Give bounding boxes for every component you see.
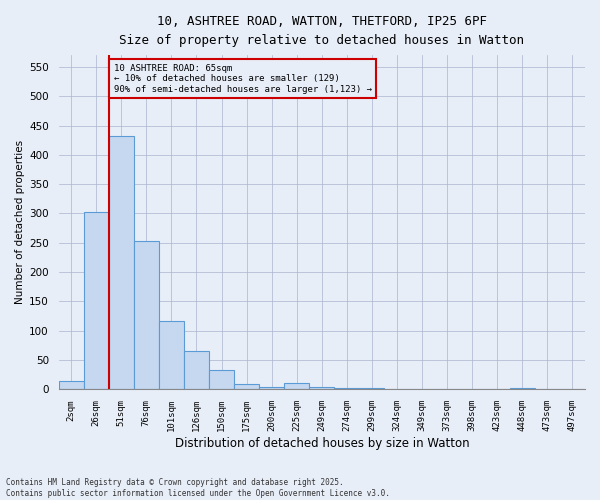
Bar xyxy=(209,370,234,390)
Bar xyxy=(234,384,259,390)
Bar xyxy=(334,388,359,390)
Bar xyxy=(309,386,334,390)
Bar xyxy=(134,241,159,390)
Bar xyxy=(109,136,134,390)
Y-axis label: Number of detached properties: Number of detached properties xyxy=(15,140,25,304)
Bar xyxy=(184,352,209,390)
Bar xyxy=(359,388,385,390)
Bar xyxy=(284,383,309,390)
Text: 10 ASHTREE ROAD: 65sqm
← 10% of detached houses are smaller (129)
90% of semi-de: 10 ASHTREE ROAD: 65sqm ← 10% of detached… xyxy=(114,64,372,94)
Bar xyxy=(259,386,284,390)
Bar xyxy=(385,389,410,390)
Title: 10, ASHTREE ROAD, WATTON, THETFORD, IP25 6PF
Size of property relative to detach: 10, ASHTREE ROAD, WATTON, THETFORD, IP25… xyxy=(119,15,524,47)
X-axis label: Distribution of detached houses by size in Watton: Distribution of detached houses by size … xyxy=(175,437,469,450)
Text: Contains HM Land Registry data © Crown copyright and database right 2025.
Contai: Contains HM Land Registry data © Crown c… xyxy=(6,478,390,498)
Bar xyxy=(59,380,84,390)
Bar xyxy=(510,388,535,390)
Bar xyxy=(84,212,109,390)
Bar xyxy=(159,321,184,390)
